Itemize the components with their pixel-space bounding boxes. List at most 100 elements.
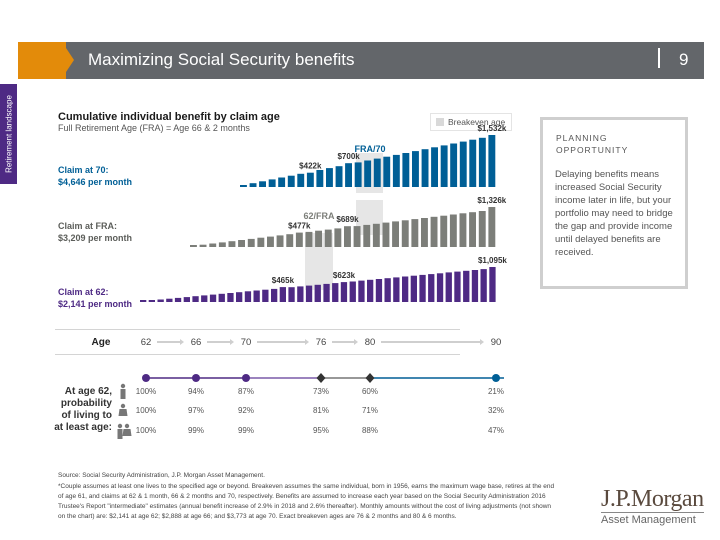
bar-claim-at-70-1: [249, 183, 257, 187]
bar-claim-at-fra-8: [267, 236, 274, 247]
bar-claim-at-62-20: [314, 284, 321, 302]
bar-claim-at-62-22: [332, 283, 339, 302]
bar-claim-at-62-40: [489, 267, 496, 302]
age-tick-76: 76: [316, 337, 327, 348]
bar-claim-at-fra-10: [286, 234, 294, 247]
probability-value: 100%: [135, 387, 157, 396]
bar-claim-at-62-29: [393, 277, 400, 302]
age-tick-90: 90: [491, 337, 502, 348]
data-label: $465k: [272, 276, 295, 285]
bar-claim-at-62-23: [340, 282, 348, 302]
probability-value: 92%: [237, 406, 254, 415]
probability-value: 47%: [487, 426, 504, 435]
planning-body: Delaying benefits means increased Social…: [555, 169, 673, 258]
age-arrow-head-icon: [180, 339, 184, 345]
bar-claim-at-70-5: [287, 175, 295, 187]
probability-value: 99%: [237, 426, 254, 435]
chart-subtitle: Full Retirement Age (FRA) = Age 66 & 2 m…: [58, 123, 250, 133]
bar-claim-at-62-31: [410, 275, 417, 302]
claim-62-label: Claim at 62: $2,141 per month: [58, 286, 132, 310]
bar-claim-at-62-1: [148, 300, 155, 302]
bar-claim-at-fra-14: [324, 229, 332, 247]
probability-value: 21%: [487, 387, 504, 396]
bar-claim-at-70-23: [459, 141, 467, 187]
bar-claim-at-62-9: [218, 293, 225, 302]
bar-claim-at-fra-18: [363, 224, 371, 247]
age-arrow-head-icon: [354, 339, 358, 345]
bar-claim-at-70-7: [306, 172, 314, 187]
bar-claim-at-fra-20: [382, 222, 390, 247]
source-note: Source: Social Security Administration, …: [58, 472, 265, 479]
claim-fra-title: Claim at FRA:: [58, 221, 118, 231]
bar-claim-at-70-8: [316, 170, 324, 187]
bar-claim-at-70-24: [469, 139, 477, 187]
chart-title: Cumulative individual benefit by claim a…: [58, 111, 280, 123]
page-number: 9: [679, 50, 689, 69]
header-chevron-icon: [62, 42, 74, 78]
bar-claim-at-62-26: [367, 279, 374, 302]
jpmorgan-logo: J.P.Morgan: [601, 486, 704, 512]
data-label: $422k: [299, 162, 322, 171]
bar-claim-at-fra-2: [209, 243, 217, 247]
claim-fra-label: Claim at FRA: $3,209 per month: [58, 220, 132, 244]
age-arrow-head-icon: [230, 339, 234, 345]
probability-value: 60%: [361, 387, 378, 396]
bar-claim-at-62-7: [201, 295, 208, 302]
bar-claim-at-62-24: [349, 281, 356, 302]
bar-claim-at-fra-15: [334, 228, 342, 247]
probability-value: 87%: [237, 387, 254, 396]
age-tick-62: 62: [141, 337, 152, 348]
timeline-marker-80: [365, 373, 375, 383]
probability-value: 88%: [361, 426, 378, 435]
bar-claim-at-62-0: [140, 300, 147, 302]
bar-claim-at-fra-13: [315, 230, 322, 247]
bar-claim-at-70-2: [259, 181, 266, 187]
bar-claim-at-fra-29: [469, 212, 476, 247]
bar-claim-at-62-25: [358, 280, 365, 302]
bar-claim-at-70-20: [431, 147, 438, 187]
side-tab[interactable]: Retirement landscape: [0, 84, 17, 184]
probability-value: 94%: [187, 387, 204, 396]
timeline-marker-90: [492, 374, 500, 382]
timeline-marker-66: [192, 374, 200, 382]
bar-claim-at-fra-31: [488, 207, 496, 247]
probability-value: 99%: [187, 426, 204, 435]
bar-claim-at-70-3: [268, 179, 276, 187]
bar-claim-at-fra-26: [440, 215, 448, 247]
bar-claim-at-62-8: [209, 294, 217, 302]
bar-claim-at-70-0: [240, 185, 247, 187]
age-tick-66: 66: [191, 337, 202, 348]
bar-claim-at-62-37: [463, 270, 470, 302]
bar-claim-at-62-10: [227, 293, 234, 302]
bar-claim-at-fra-3: [218, 242, 226, 247]
breakeven-label-fra-70: FRA/70: [354, 144, 385, 154]
bar-claim-at-62-38: [471, 270, 479, 302]
age-axis-label: Age: [92, 337, 111, 348]
planning-heading: PLANNING OPPORTUNITY: [556, 133, 629, 155]
timeline-marker-76: [316, 373, 326, 383]
probability-label: At age 62, probability of living to at l…: [54, 386, 112, 433]
bar-claim-at-fra-19: [372, 223, 380, 247]
bar-claim-at-fra-25: [430, 216, 438, 247]
bar-claim-at-70-10: [335, 166, 343, 187]
bar-claim-at-62-34: [436, 273, 444, 302]
bar-claim-at-70-15: [383, 156, 391, 187]
bar-claim-at-fra-1: [199, 244, 207, 247]
female-icon: [118, 403, 128, 416]
bar-claim-at-fra-4: [228, 241, 236, 247]
claim-70-amount: $4,646 per month: [58, 177, 133, 187]
benefit-chart: $422k $700k $1,532k $477k $689k $1,326k $465k $…: [92, 124, 507, 439]
bar-claim-at-62-16: [279, 287, 286, 302]
bar-claim-at-fra-7: [257, 237, 265, 247]
header-divider: [658, 48, 660, 68]
bar-claim-at-62-4: [174, 297, 182, 302]
claim-fra-amount: $3,209 per month: [58, 233, 133, 243]
bar-claim-at-62-39: [480, 269, 487, 302]
age-tick-70: 70: [241, 337, 252, 348]
chart-legend: Breakeven age: [430, 113, 512, 131]
bar-claim-at-fra-0: [190, 245, 197, 247]
bar-claim-at-62-36: [454, 271, 461, 302]
bar-claim-at-62-13: [253, 290, 260, 302]
couple-icon-right: [122, 423, 132, 436]
header-accent: [18, 42, 66, 79]
